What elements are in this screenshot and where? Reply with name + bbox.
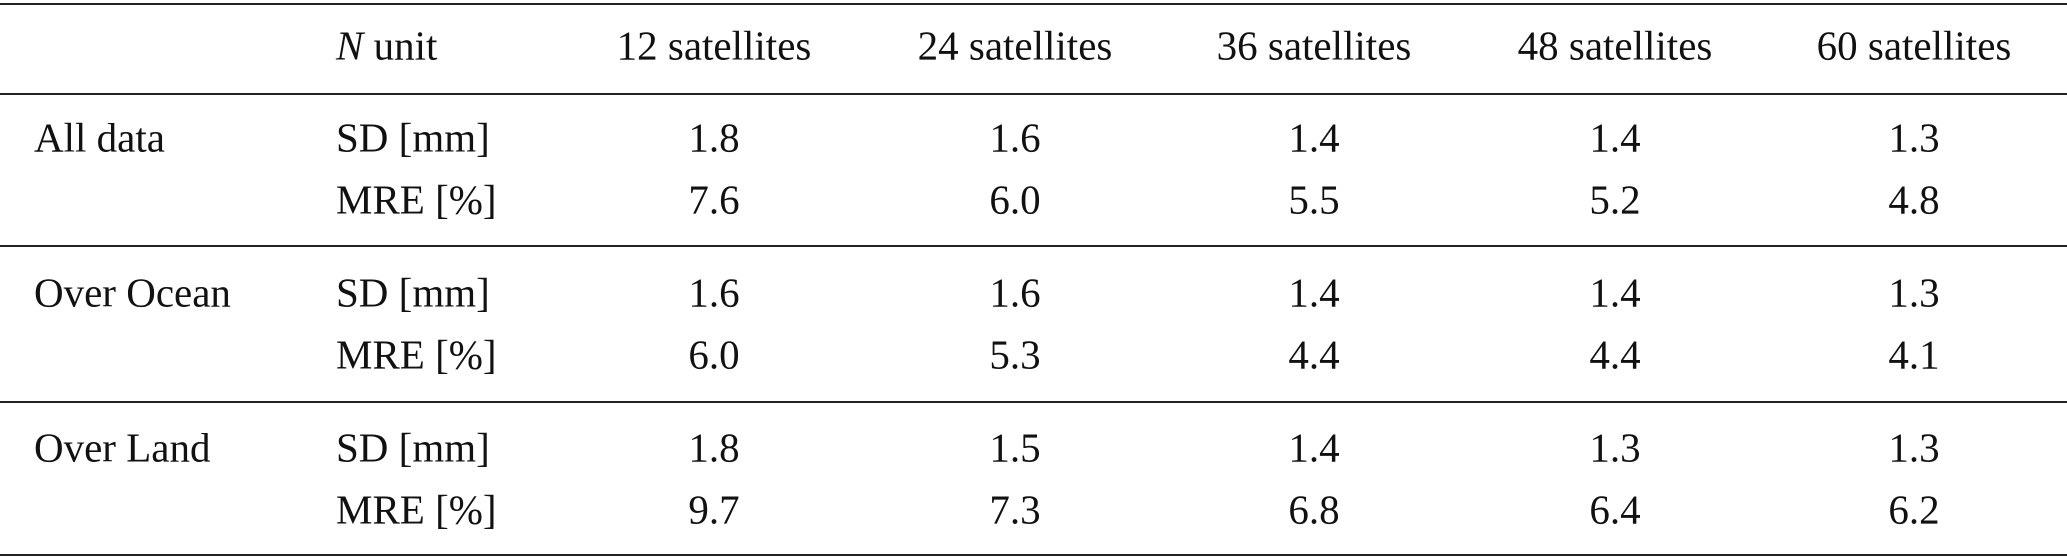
cell: 1.6: [688, 269, 740, 316]
cell: 1.6: [989, 269, 1041, 316]
cell: 1.3: [1888, 424, 1940, 471]
cell: 1.4: [1288, 269, 1340, 316]
cell: 6.2: [1888, 486, 1940, 533]
column-header: 24 satellites: [917, 22, 1113, 69]
unit-var: N: [336, 22, 364, 69]
header-rule: [0, 93, 2067, 95]
column-header: 48 satellites: [1517, 22, 1713, 69]
cell: 1.3: [1888, 269, 1940, 316]
cell: 1.4: [1288, 114, 1340, 161]
unit-text: unit: [373, 22, 438, 69]
top-rule: [0, 3, 2067, 5]
group-label: All data: [34, 114, 165, 161]
metric-label: SD [mm]: [336, 424, 490, 471]
cell: 7.6: [688, 176, 740, 223]
cell: 6.4: [1589, 486, 1641, 533]
cell: 1.4: [1589, 269, 1641, 316]
cell: 6.0: [688, 331, 740, 378]
cell: 6.8: [1288, 486, 1340, 533]
cell: 5.5: [1288, 176, 1340, 223]
column-header: 60 satellites: [1816, 22, 2012, 69]
cell: 1.4: [1288, 424, 1340, 471]
cell: 1.3: [1888, 114, 1940, 161]
cell: 7.3: [989, 486, 1041, 533]
bottom-rule: [0, 554, 2067, 556]
metric-label: SD [mm]: [336, 269, 490, 316]
column-header: 12 satellites: [616, 22, 812, 69]
cell: 5.2: [1589, 176, 1641, 223]
cell: 4.4: [1589, 331, 1641, 378]
group-rule: [0, 401, 2067, 403]
cell: 4.8: [1888, 176, 1940, 223]
column-header: 36 satellites: [1216, 22, 1412, 69]
group-label: Over Land: [34, 424, 211, 471]
cell: 4.4: [1288, 331, 1340, 378]
cell: 1.8: [688, 424, 740, 471]
metric-label: MRE [%]: [336, 331, 497, 378]
cell: 5.3: [989, 331, 1041, 378]
group-label: Over Ocean: [34, 269, 231, 316]
cell: 1.6: [989, 114, 1041, 161]
cell: 1.5: [989, 424, 1041, 471]
cell: 9.7: [688, 486, 740, 533]
cell: 1.8: [688, 114, 740, 161]
cell: 4.1: [1888, 331, 1940, 378]
unit-header: N unit: [336, 22, 438, 69]
cell: 1.3: [1589, 424, 1641, 471]
group-rule: [0, 245, 2067, 247]
cell: 1.4: [1589, 114, 1641, 161]
metric-label: SD [mm]: [336, 114, 490, 161]
cell: 6.0: [989, 176, 1041, 223]
metric-label: MRE [%]: [336, 176, 497, 223]
metric-label: MRE [%]: [336, 486, 497, 533]
